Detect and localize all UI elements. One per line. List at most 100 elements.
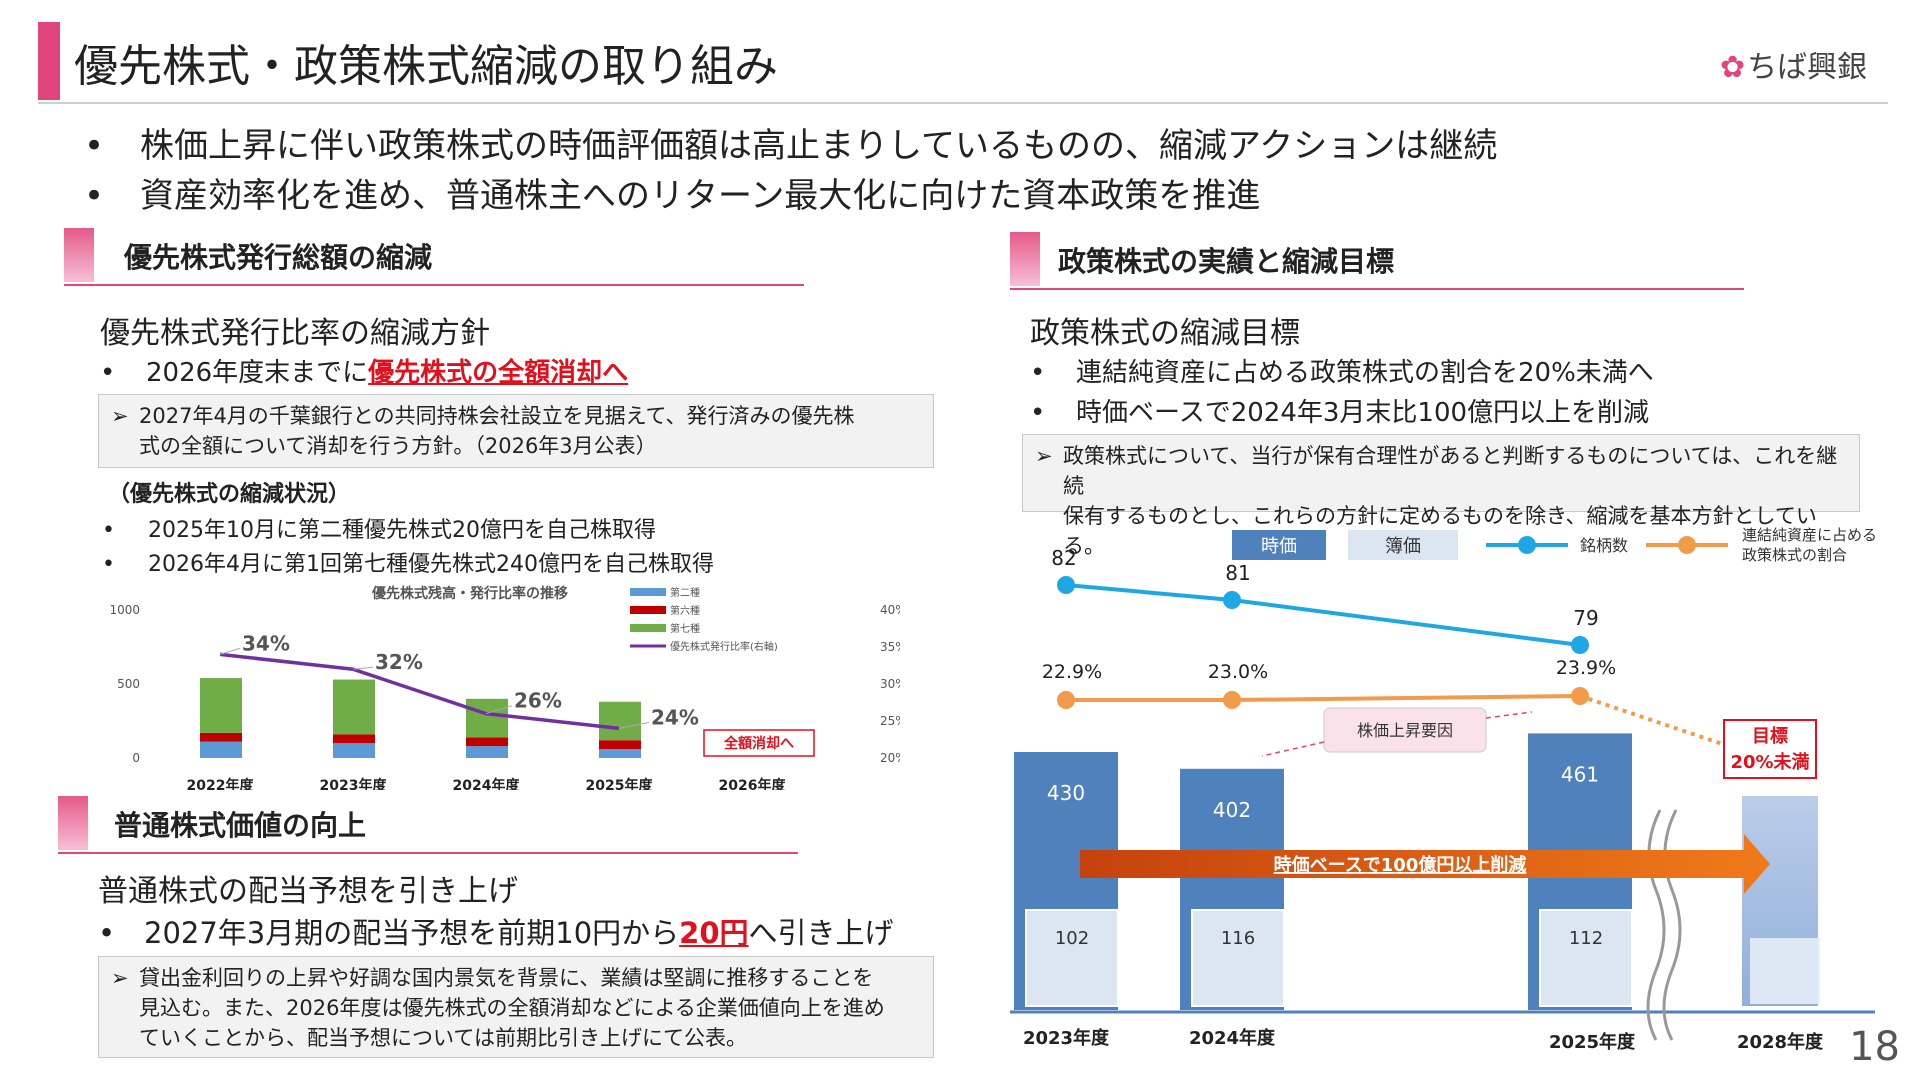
axis-break-mark: [1662, 809, 1682, 1041]
logo: ✿ちば興銀: [1720, 42, 1867, 86]
x-tick-label: 2022年度: [187, 777, 255, 790]
line-marker: [1057, 691, 1075, 709]
stock-count-line: [1065, 583, 1581, 647]
ratio-target-line: [1579, 694, 1771, 762]
ratio-line: [219, 652, 620, 731]
note-box: ➢ 2027年4月の千葉銀行との共同持株会社設立を見据えて、発行済みの優先株 式…: [98, 394, 934, 468]
y2-tick-label: 35%: [880, 640, 900, 654]
line-marker: [1057, 576, 1075, 594]
callout-leader: [1261, 741, 1325, 757]
note-line: 2027年4月の千葉銀行との共同持株会社設立を見据えて、発行済みの優先株: [139, 404, 855, 428]
list-item: • 2025年10月に第二種優先株式20億円を自己株取得: [102, 512, 656, 544]
y2-tick-label: 40%: [880, 603, 900, 617]
status-item: 2026年4月に第1回第七種優先株式240億円を自己株取得: [148, 552, 714, 577]
page-number: 18: [1849, 1024, 1900, 1070]
book-value-bar: [1191, 909, 1285, 1007]
arrow-marker-icon: ➢: [111, 966, 129, 990]
section-accent: [64, 228, 94, 282]
subheading: 優先株式発行比率の縮減方針: [100, 316, 490, 351]
bullet-dot: •: [102, 552, 115, 577]
bullet-dot: •: [100, 358, 116, 388]
legend-swatch: [630, 588, 666, 596]
bar-segment: [333, 743, 375, 758]
chart-lines: 82 81 79 22.9% 23.0% 23.9%: [1042, 546, 1771, 762]
chart-title: 優先株式残高・発行比率の推移: [371, 585, 568, 602]
note-line: ていくことから、配当予想については前期比引き上げにて公表。: [139, 1026, 747, 1050]
legend-label: 第二種: [670, 586, 700, 599]
bar-value-label: 461: [1561, 762, 1599, 786]
bullet-dot: •: [1030, 358, 1046, 388]
section-accent: [1010, 232, 1040, 286]
label-leader: [219, 647, 241, 655]
list-item-text: 時価ベースで2024年3月末比100億円以上を削減: [1076, 398, 1650, 428]
y-tick-label: 500: [117, 677, 140, 691]
legend-label: 簿価: [1385, 536, 1421, 557]
section-rule: [64, 284, 804, 286]
top-bullet-1: • 株価上昇に伴い政策株式の時価評価額は高止まりしているものの、縮減アクションは継…: [84, 118, 1497, 167]
chart-axes: 1000 500 0 40% 35% 30% 25% 20% 2022年度 2023年度 2024年…: [109, 603, 900, 790]
flower-icon: ✿: [1720, 50, 1746, 85]
policy-stock-chart: 時価 簿価 銘柄数 連結純資産に占める政策株式の割合 430 102 402 116 461 1…: [1010, 526, 1877, 1053]
bar-segment: [466, 746, 508, 758]
x-tick-label: 2023年度: [320, 777, 388, 790]
book-value-bar: [1025, 909, 1119, 1007]
axis-break-mark: [1646, 809, 1666, 1041]
x-tick-label: 2025年度: [586, 777, 654, 790]
legend-marker: [1518, 536, 1536, 554]
chart-line: 34% 32% 26% 24%: [219, 631, 699, 731]
bar-value-label: 402: [1213, 798, 1251, 822]
bullet-dot: •: [84, 176, 105, 216]
bar-segment: [599, 740, 641, 750]
chart-bars: 430 102 402 116 461 112 2023年度 2024年度 2025年度 2028…: [1010, 733, 1875, 1053]
section-heading-preferred: 優先株式発行総額の縮減: [64, 228, 804, 286]
bar-value-label: 112: [1569, 928, 1603, 949]
annotation-box: [703, 729, 815, 757]
bullet-prefix: 2026年度末までに: [146, 358, 369, 388]
book-value-bar: [1539, 909, 1633, 1007]
subheading: 普通株式の配当予想を引き上げ: [98, 874, 518, 909]
y2-tick-label: 30%: [880, 677, 900, 691]
chart-annotations: 時価ベースで100億円以上削減 株価上昇要因 目標 20%未満: [1080, 707, 1817, 894]
arrow-marker-icon: ➢: [1035, 444, 1053, 468]
section-heading-common: 普通株式価値の向上: [58, 796, 798, 854]
status-title: （優先株式の縮減状況）: [108, 482, 351, 507]
highlight-text: 20円: [679, 916, 749, 950]
data-label: 23.0%: [1208, 661, 1268, 683]
note-line: 見込む。また、2026年度は優先株式の全額消却などによる企業価値向上を進め: [139, 996, 885, 1020]
bar-segment: [466, 698, 508, 738]
list-item-text: 連結純資産に占める政策株式の割合を20%未満へ: [1076, 358, 1654, 388]
x-tick-label: 2024年度: [453, 777, 521, 790]
y2-tick-label: 25%: [880, 714, 900, 728]
legend-swatch: [630, 606, 666, 614]
legend-label: 政策株式の割合: [1742, 546, 1847, 564]
line-marker: [1571, 636, 1589, 654]
note-line: 保有するものとし、これらの方針に定めるものを除き、縮減を基本方針としている。: [1063, 504, 1817, 558]
section-heading-policy: 政策株式の実績と縮減目標: [1010, 232, 1744, 290]
chart-bars: [200, 678, 641, 758]
bar-value-label: 430: [1047, 781, 1085, 805]
title-divider: [38, 102, 1888, 104]
ratio-line: [1066, 694, 1581, 702]
x-tick-label: 2023年度: [1023, 1027, 1110, 1049]
bar-segment: [599, 749, 641, 758]
highlight-text: 優先株式の全額消却へ: [368, 358, 629, 388]
legend-label: 連結純資産に占める: [1742, 526, 1877, 544]
label-leader: [618, 721, 650, 729]
reduction-arrow: [1080, 834, 1770, 894]
top-bullet-text: 資産効率化を進め、普通株主へのリターン最大化に向けた資本政策を推進: [140, 176, 1261, 216]
logo-text: ちば興銀: [1747, 50, 1868, 85]
bullet-prefix: 2027年3月期の配当予想を前期10円から: [144, 916, 680, 950]
section-title: 政策株式の実績と縮減目標: [1058, 245, 1395, 278]
bullet-dot: •: [98, 916, 116, 950]
section-rule: [1010, 288, 1744, 290]
title-accent-bar: [38, 22, 60, 100]
bullet-dot: •: [84, 126, 105, 166]
note-box: ➢ 貸出金利回りの上昇や好調な国内景気を背景に、業績は堅調に推移することを 見込…: [98, 956, 934, 1058]
y2-tick-label: 20%: [880, 751, 900, 765]
legend-label: 優先株式発行比率(右軸): [670, 640, 778, 653]
label-leader: [352, 666, 374, 670]
data-label: 26%: [514, 689, 562, 713]
data-label: 24%: [651, 705, 699, 729]
bar-segment: [333, 734, 375, 744]
section-rule: [58, 852, 798, 854]
